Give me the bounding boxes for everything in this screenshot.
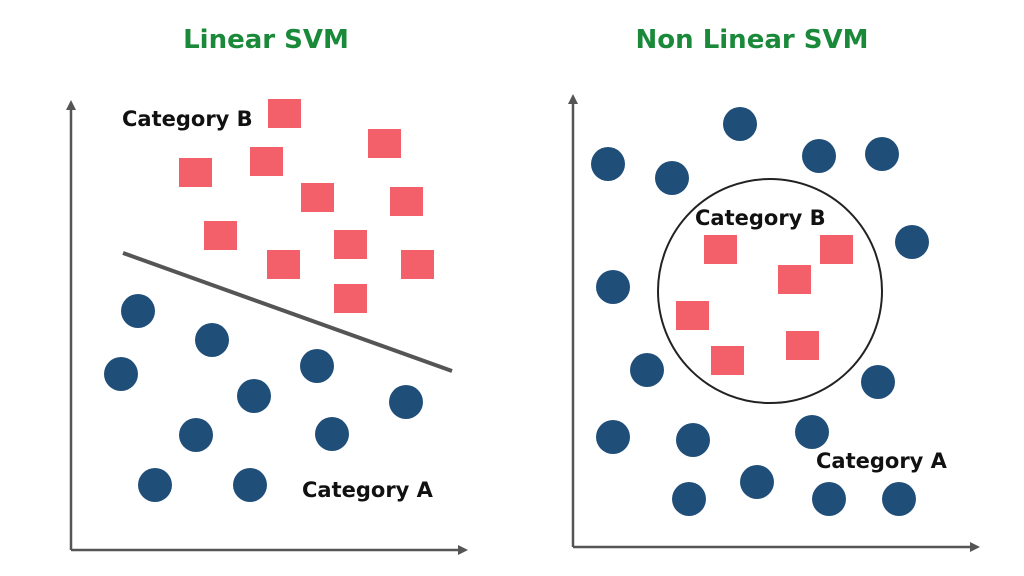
category-b-point [820,235,853,264]
category-a-point [672,482,706,516]
right-category-a-circles [591,107,929,516]
category-b-point [390,187,423,216]
category-a-point [233,468,267,502]
category-b-point [334,284,367,313]
category-b-point [711,346,744,375]
category-a-point [104,357,138,391]
category-b-point [204,221,237,250]
category-a-point [655,161,689,195]
category-a-point [630,353,664,387]
category-b-point [676,301,709,330]
category-b-point [786,331,819,360]
category-b-point [301,183,334,212]
category-b-point [368,129,401,158]
category-b-point [179,158,212,187]
category-a-point [195,323,229,357]
category-a-point [389,385,423,419]
right-category-a-label: Category A [816,449,948,473]
category-a-point [723,107,757,141]
category-a-point [315,417,349,451]
category-b-point [334,230,367,259]
right-category-b-label: Category B [695,206,826,230]
category-b-point [267,250,300,279]
category-a-point [882,482,916,516]
linear-svm-title: Linear SVM [183,25,349,55]
category-a-point [812,482,846,516]
left-category-a-circles [104,294,423,502]
non-linear-svm-panel: Category B Category A [568,94,980,552]
category-a-point [676,423,710,457]
left-category-b-squares [179,99,434,313]
category-a-point [596,420,630,454]
category-a-point [300,349,334,383]
circular-decision-boundary [657,178,883,404]
category-a-point [596,270,630,304]
left-category-a-label: Category A [302,478,434,502]
category-a-point [121,294,155,328]
category-b-point [268,99,301,128]
category-b-point [778,265,811,294]
linear-svm-panel: Category B Category A [66,99,468,555]
category-a-point [237,379,271,413]
category-a-point [179,418,213,452]
non-linear-svm-title: Non Linear SVM [635,25,869,55]
category-a-point [591,147,625,181]
category-a-point [740,465,774,499]
linear-separator-line [122,251,453,373]
category-b-point [401,250,434,279]
category-a-point [865,137,899,171]
category-b-point [250,147,283,176]
category-a-point [138,468,172,502]
right-category-b-squares [676,235,853,375]
category-a-point [895,225,929,259]
left-category-b-label: Category B [122,107,253,131]
category-a-point [795,415,829,449]
category-a-point [861,365,895,399]
category-a-point [802,139,836,173]
category-b-point [704,235,737,264]
